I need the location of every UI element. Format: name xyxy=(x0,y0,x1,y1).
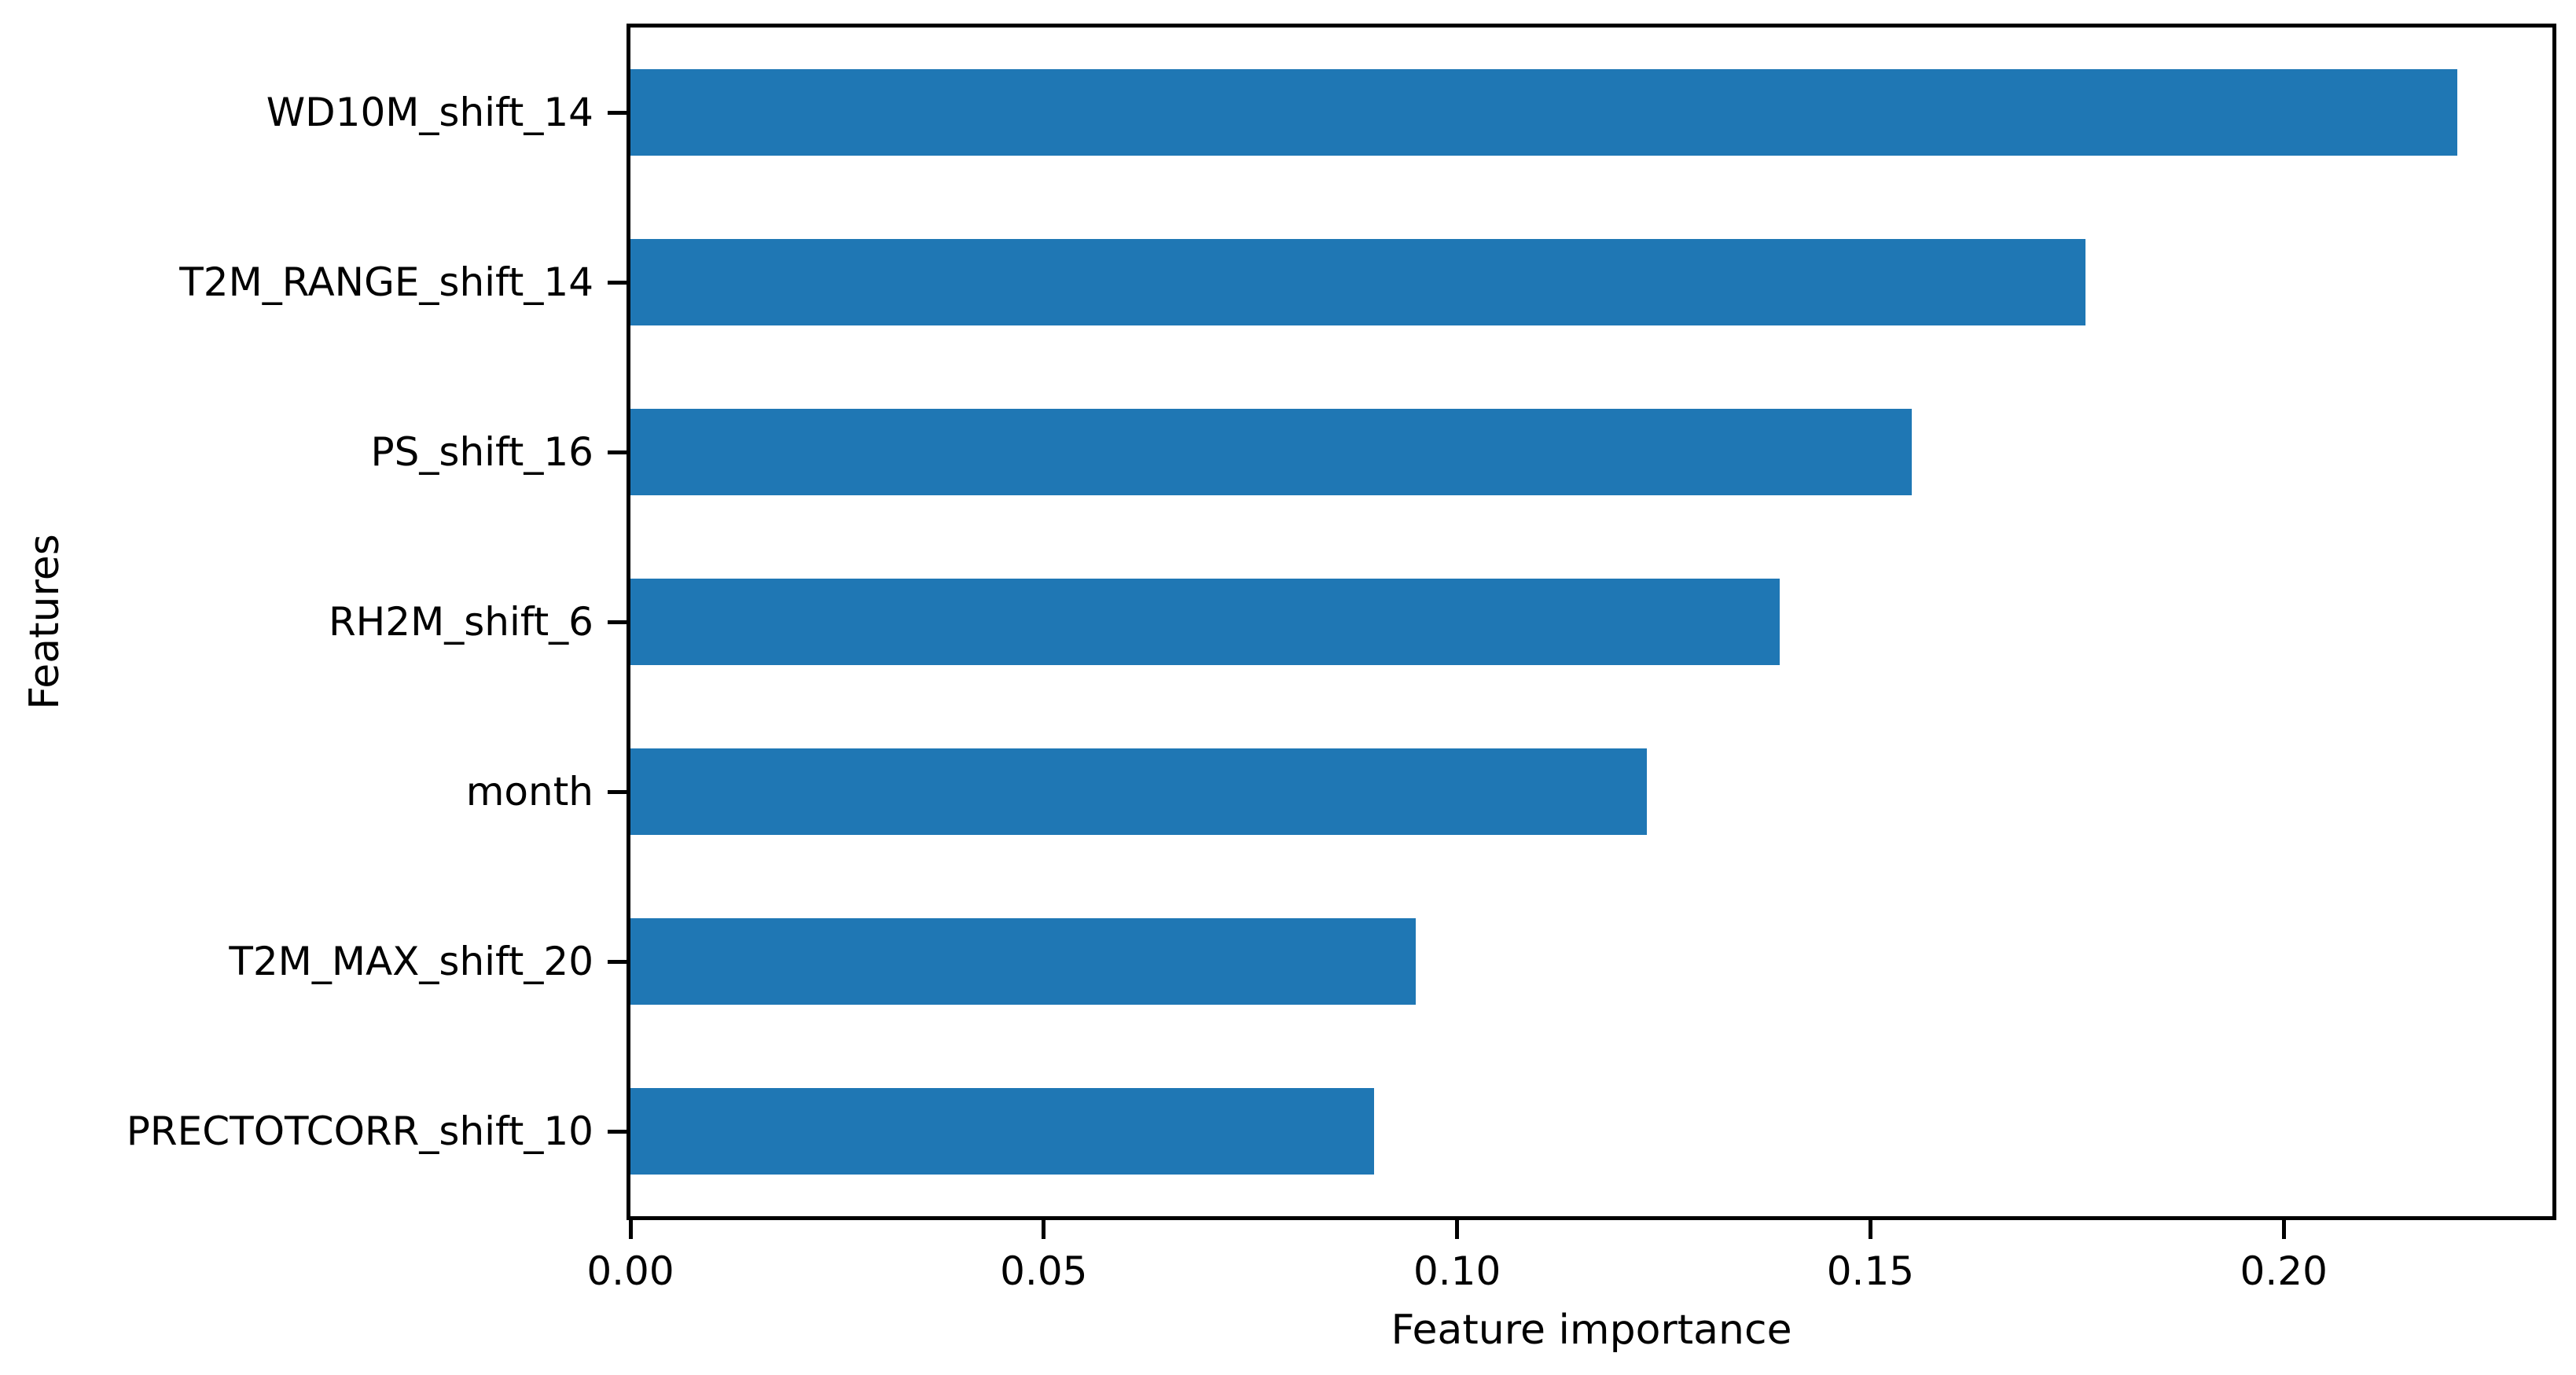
bar xyxy=(630,409,1912,495)
bar xyxy=(630,748,1648,835)
y-tick-mark xyxy=(608,450,627,454)
y-tick-mark xyxy=(608,110,627,115)
x-tick-mark xyxy=(1042,1220,1046,1239)
y-tick-label: PRECTOTCORR_shift_10 xyxy=(126,1108,593,1154)
bar xyxy=(630,69,2458,156)
x-tick-label: 0.00 xyxy=(586,1248,674,1294)
x-tick-mark xyxy=(628,1220,633,1239)
y-tick-label: WD10M_shift_14 xyxy=(266,90,593,135)
bar xyxy=(630,579,1780,665)
x-tick-mark xyxy=(1455,1220,1460,1239)
y-tick-mark xyxy=(608,1129,627,1134)
y-tick-mark xyxy=(608,959,627,964)
y-tick-mark xyxy=(608,789,627,794)
y-tick-mark xyxy=(608,280,627,285)
x-tick-label: 0.05 xyxy=(1000,1248,1088,1294)
bar xyxy=(630,239,2085,325)
bar xyxy=(630,918,1417,1005)
x-tick-label: 0.20 xyxy=(2240,1248,2328,1294)
bar xyxy=(630,1088,1375,1175)
y-tick-label: month xyxy=(465,769,593,814)
x-axis-title: Feature importance xyxy=(1391,1307,1792,1354)
y-tick-label: PS_shift_16 xyxy=(370,429,593,475)
x-tick-label: 0.15 xyxy=(1826,1248,1915,1294)
x-tick-label: 0.10 xyxy=(1413,1248,1501,1294)
x-tick-mark xyxy=(1868,1220,1872,1239)
y-tick-label: RH2M_shift_6 xyxy=(328,599,593,645)
plot-area xyxy=(627,24,2556,1220)
y-tick-mark xyxy=(608,619,627,624)
y-tick-label: T2M_RANGE_shift_14 xyxy=(179,259,593,305)
y-tick-label: T2M_MAX_shift_20 xyxy=(229,939,593,984)
x-tick-mark xyxy=(2281,1220,2286,1239)
